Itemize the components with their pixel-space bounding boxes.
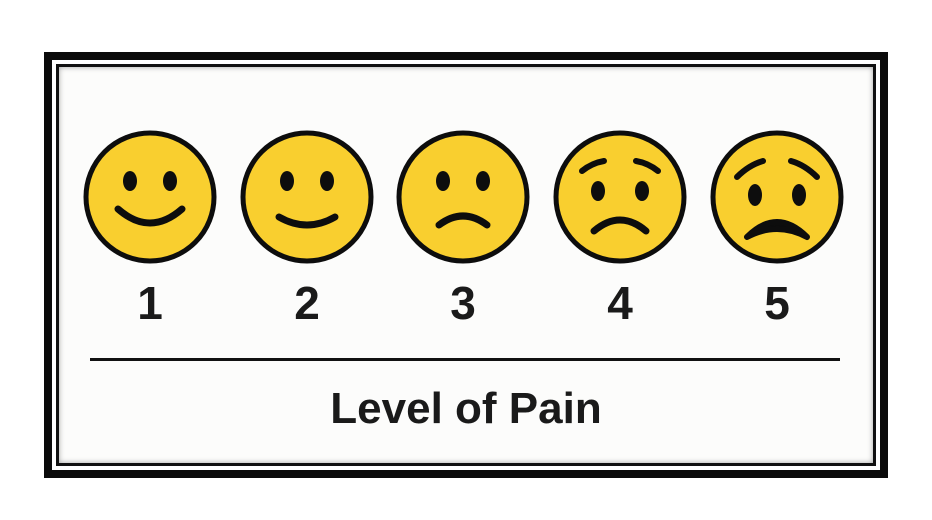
slight-smile-face-icon [240,130,374,264]
level-label-1: 1 [137,277,163,329]
level-label-2: 2 [294,277,320,329]
smile-face-icon [83,130,217,264]
scale-title: Level of Pain [330,384,602,433]
slight-frown-face-icon [396,130,530,264]
sad-face-icon [710,130,844,264]
level-label-5: 5 [764,277,790,329]
level-label-4: 4 [607,277,633,329]
divider-line [90,358,840,361]
level-label-3: 3 [450,277,476,329]
worried-face-icon [553,130,687,264]
